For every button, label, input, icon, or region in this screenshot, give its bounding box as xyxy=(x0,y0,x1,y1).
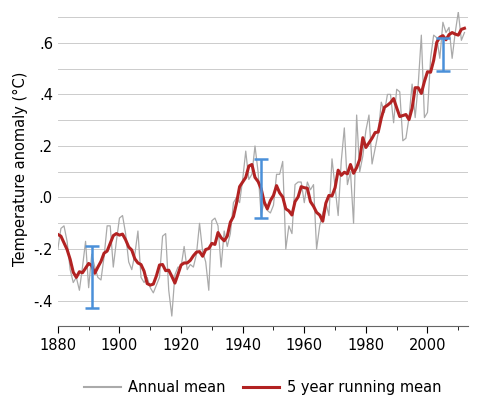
Legend: Annual mean, 5 year running mean: Annual mean, 5 year running mean xyxy=(79,375,447,398)
Y-axis label: Temperature anomaly (°C): Temperature anomaly (°C) xyxy=(13,72,28,266)
